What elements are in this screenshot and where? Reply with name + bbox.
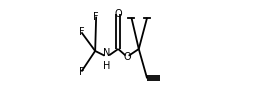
- Text: H: H: [103, 61, 111, 71]
- Text: O: O: [123, 52, 131, 62]
- Text: F: F: [79, 67, 84, 77]
- Text: N: N: [103, 48, 111, 58]
- Text: F: F: [79, 27, 84, 37]
- Text: O: O: [114, 9, 122, 19]
- Text: F: F: [93, 12, 99, 22]
